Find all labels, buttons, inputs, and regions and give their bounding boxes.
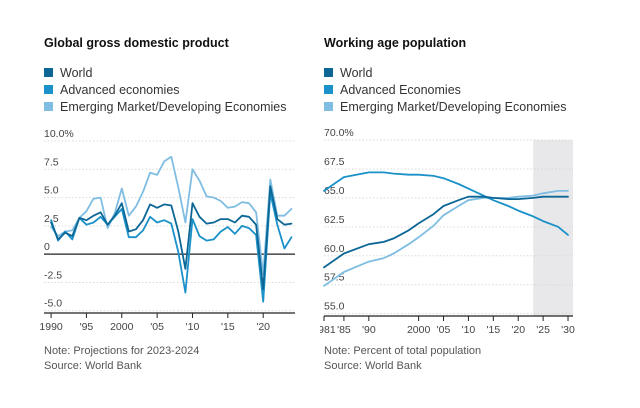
legend-swatch-world	[324, 68, 333, 77]
legend-item-emerging: Emerging Market/Developing Economies	[324, 98, 567, 115]
legend-label-emerging: Emerging Market/Developing Economies	[60, 99, 287, 114]
population-x-tick-label: '30	[561, 324, 575, 336]
population-notes: Note: Percent of total population Source…	[324, 344, 481, 374]
population-projection-shade	[533, 140, 573, 316]
gdp-y-tick-label: 7.5	[44, 156, 59, 168]
legend-item-world: World	[44, 64, 287, 81]
legend-swatch-emerging	[324, 102, 333, 111]
gdp-notes: Note: Projections for 2023-2024 Source: …	[44, 344, 199, 374]
legend-label-world: World	[60, 65, 93, 80]
legend-swatch-world	[44, 68, 53, 77]
gdp-chart: 10.0% 7.5 5.0 2.5 0 -2.5 -5.0 1990 '95 2000 '05 '10…	[39, 128, 295, 333]
gdp-x-tick-label: '15	[221, 321, 235, 333]
gdp-y-tick-label: -2.5	[44, 269, 62, 281]
population-source: Source: World Bank	[324, 360, 422, 372]
population-x-tick-label: 1981	[320, 324, 336, 336]
gdp-x-tick-label: '05	[150, 321, 164, 333]
population-x-tick-label: '20	[511, 324, 525, 336]
population-series-world	[323, 195, 569, 269]
gdp-source: Source: World Bank	[44, 360, 142, 372]
population-x-tick-label: '85	[337, 324, 351, 336]
gdp-chart-title: Global gross domestic product	[44, 36, 229, 50]
population-x-tick-label: '10	[462, 324, 476, 336]
gdp-y-tick-label: 2.5	[44, 213, 59, 225]
legend-swatch-advanced	[44, 85, 53, 94]
legend-item-advanced: Advanced economies	[44, 81, 287, 98]
gdp-x-tick-label: '20	[256, 321, 270, 333]
population-y-tick-label: 65.0	[324, 185, 345, 197]
legend-swatch-emerging	[44, 102, 53, 111]
population-x-tick-label: '25	[536, 324, 550, 336]
gdp-chart-panel: 10.0% 7.5 5.0 2.5 0 -2.5 -5.0 1990 '95 2000 '05 '10…	[39, 36, 295, 374]
population-series-advanced	[323, 171, 569, 236]
gdp-y-tick-label: 0	[44, 241, 50, 253]
gdp-x-tick-label: 2000	[110, 321, 134, 333]
population-y-tick-label: 70.0%	[324, 127, 354, 139]
legend-item-advanced: Advanced Economies	[324, 81, 567, 98]
population-x-tick-label: '90	[362, 324, 376, 336]
gdp-note: Note: Projections for 2023-2024	[44, 345, 200, 357]
population-y-tick-label: 62.5	[324, 214, 345, 226]
legend-item-emerging: Emerging Market/Developing Economies	[44, 98, 287, 115]
legend-label-emerging: Emerging Market/Developing Economies	[340, 99, 567, 114]
gdp-series-emerging	[50, 155, 293, 276]
legend-item-world: World	[324, 64, 567, 81]
population-x-tick-label: 2000	[407, 324, 431, 336]
population-y-tick-label: 60.0	[324, 243, 345, 255]
gdp-y-tick-label: 5.0	[44, 185, 59, 197]
gdp-y-tick-label: -5.0	[44, 298, 62, 310]
gdp-x-tick-label: '10	[186, 321, 200, 333]
legend-label-advanced: Advanced economies	[60, 82, 180, 97]
gdp-series-world	[50, 185, 293, 291]
population-chart: 70.0%67.565.062.560.057.555.01981'85'902…	[320, 127, 575, 336]
gdp-y-tick-label: 10.0%	[44, 128, 74, 140]
gdp-x-tick-label: '95	[80, 321, 94, 333]
population-series-emerging	[323, 189, 569, 287]
population-chart-panel: 70.0%67.565.062.560.057.555.01981'85'902…	[320, 0, 640, 408]
legend-label-world: World	[340, 65, 373, 80]
population-x-tick-label: '15	[486, 324, 500, 336]
population-note: Note: Percent of total population	[324, 345, 482, 357]
legend-label-advanced: Advanced Economies	[340, 82, 461, 97]
legend-swatch-advanced	[324, 85, 333, 94]
population-chart-title: Working age population	[324, 36, 467, 50]
population-y-tick-label: 55.0	[324, 301, 345, 313]
population-y-tick-label: 67.5	[324, 156, 345, 168]
gdp-legend: World Advanced economies Emerging Market…	[44, 64, 287, 115]
population-legend: World Advanced Economies Emerging Market…	[324, 64, 567, 115]
gdp-x-tick-label: 1990	[39, 321, 63, 333]
gdp-series-advanced	[50, 192, 293, 303]
population-x-tick-label: '05	[437, 324, 451, 336]
